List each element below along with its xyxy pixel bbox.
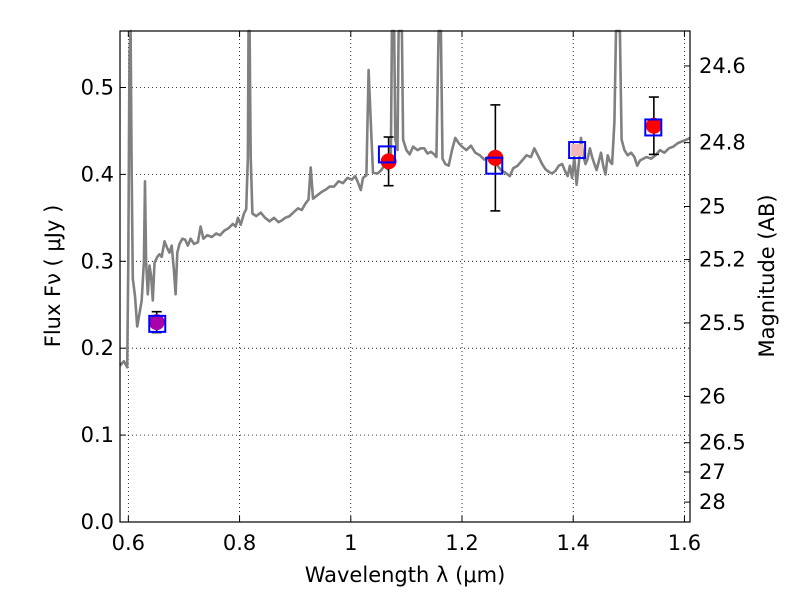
faded-point [571,144,584,157]
x-tick-label: 1.6 [668,531,701,555]
tick-labels: 0.6 0.8 1 1.2 1.4 1.6 0.0 0.1 0.2 0.3 0.4 0.5 24.6 24… [81,54,746,555]
y-tick-label: 0.3 [81,249,114,273]
y-axis-label: Flux Fν ( μJy ) [41,205,65,348]
grid-lines [120,31,690,523]
right-tick-label: 25.2 [699,248,746,272]
spectrum-line [119,29,691,369]
model-spectrum [119,29,691,369]
observed-point [380,153,397,170]
right-tick-label: 24.8 [699,131,746,155]
y-tick-label: 0.5 [81,75,114,99]
x-tick-label: 0.8 [223,531,256,555]
right-axis-label: Magnitude (AB) [755,194,779,357]
right-tick-label: 27 [699,460,726,484]
observed-point [148,314,165,331]
model-point [568,141,587,160]
y-tick-label: 0.4 [81,162,114,186]
right-tick-label: 24.6 [699,54,746,78]
right-tick-label: 26 [699,384,726,408]
model-points [148,118,663,333]
right-tick-label: 26.5 [699,431,746,455]
plot-frame [119,30,691,523]
model-point [377,145,396,164]
right-tick-label: 25 [699,194,726,218]
y-tick-label: 0.0 [81,510,114,534]
observed-point [645,117,662,134]
x-tick-label: 1 [344,531,357,555]
x-tick-label: 1.4 [557,531,590,555]
error-bars [151,96,659,334]
axis-ticks [120,31,690,523]
right-tick-label: 28 [699,490,726,514]
model-point [485,156,504,175]
y-tick-label: 0.1 [81,423,114,447]
y-tick-label: 0.2 [81,336,114,360]
right-tick-label: 25.5 [699,311,746,335]
x-axis-label: Wavelength λ (μm) [305,563,506,587]
x-tick-label: 0.6 [112,531,145,555]
model-point [644,118,663,137]
model-point [148,314,167,333]
x-tick-label: 1.2 [445,531,478,555]
